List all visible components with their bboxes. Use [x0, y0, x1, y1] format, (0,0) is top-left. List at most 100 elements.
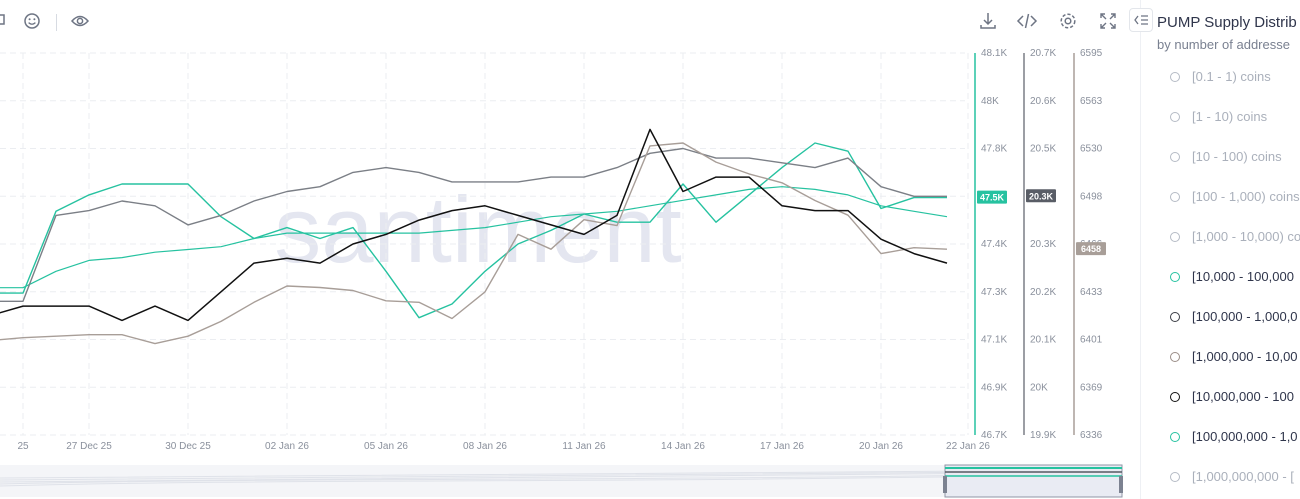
y-tick-label: 6336: [1080, 430, 1103, 441]
navigator-selection: [944, 464, 1123, 498]
x-tick-label: 14 Jan 26: [661, 441, 705, 452]
legend-label: [100,000,000 - 1,0: [1192, 429, 1298, 444]
axis-value-badge: [1076, 242, 1106, 256]
toolbar-divider: [56, 14, 57, 31]
y-tick-label: 20.2K: [1030, 287, 1056, 298]
panel-subtitle: by number of addresse: [1157, 37, 1290, 52]
axis-value-badge-text: 6458: [1081, 244, 1101, 254]
panel-separator: [1140, 0, 1141, 499]
supply-distribution-chart[interactable]: santiment 48.1K48K47.8K47.6K47.4K47.3K47…: [0, 0, 1130, 499]
legend-dot-icon: [1170, 472, 1180, 482]
download-icon[interactable]: [977, 10, 999, 32]
y-tick-label: 6498: [1080, 191, 1103, 202]
y-tick-label: 6595: [1080, 48, 1103, 59]
legend-item[interactable]: [10 - 100) coins: [1141, 138, 1300, 178]
y-tick-label: 6369: [1080, 382, 1103, 393]
legend-dot-icon: [1170, 352, 1180, 362]
y-tick-label: 20.5K: [1030, 144, 1056, 155]
legend-item[interactable]: [100,000 - 1,000,0: [1141, 298, 1300, 338]
navigator-handle-left: [943, 476, 947, 493]
legend-dot-icon: [1170, 272, 1180, 282]
legend-item[interactable]: [1,000 - 10,000) co: [1141, 218, 1300, 258]
navigator-preview-line: [0, 473, 1123, 487]
chart-lines: [0, 128, 948, 345]
x-tick-label: 20 Jan 26: [859, 441, 903, 452]
y-tick-label: 19.9K: [1030, 430, 1056, 441]
collapse-icon: [1134, 15, 1148, 25]
legend-item[interactable]: [1,000,000,000 - [: [1141, 458, 1300, 498]
y-tick-label: 6433: [1080, 287, 1103, 298]
legend-label: [10 - 100) coins: [1192, 149, 1282, 164]
watermark: santiment: [274, 177, 682, 282]
legend-item[interactable]: [0.1 - 1) coins: [1141, 58, 1300, 98]
axis-value-badge-text: 20.3K: [1029, 191, 1054, 201]
x-tick-label: 25: [17, 441, 29, 452]
y-tick-label: 48K: [981, 96, 999, 107]
x-tick-label: 08 Jan 26: [463, 441, 507, 452]
legend-label: [1,000 - 10,000) co: [1192, 229, 1300, 244]
time-navigator[interactable]: [0, 464, 1123, 498]
legend-item[interactable]: [100 - 1,000) coins: [1141, 178, 1300, 218]
x-tick-label: 27 Dec 25: [66, 441, 112, 452]
y-tick-label: 20.7K: [1030, 48, 1056, 59]
legend-label: [0.1 - 1) coins: [1192, 69, 1271, 84]
legend-dot-icon: [1170, 72, 1180, 82]
chat-icon[interactable]: [0, 10, 10, 32]
legend-label: [10,000,000 - 100: [1192, 389, 1294, 404]
x-tick-label: 02 Jan 26: [265, 441, 309, 452]
collapse-panel-button[interactable]: [1129, 8, 1153, 32]
y-tick-label: 47.8K: [981, 144, 1007, 155]
chart-axes: 48.1K48K47.8K47.6K47.4K47.3K47.1K46.9K46…: [974, 48, 1106, 441]
legend-label: [100 - 1,000) coins: [1192, 189, 1300, 204]
y-tick-label: 46.9K: [981, 382, 1007, 393]
navigator-preview-line: [0, 472, 1123, 485]
series-line: [0, 142, 948, 345]
legend-dot-icon: [1170, 232, 1180, 242]
legend-label: [1 - 10) coins: [1192, 109, 1268, 124]
legend-dot-icon: [1170, 152, 1180, 162]
y-tick-label: 6530: [1080, 144, 1103, 155]
emoji-icon[interactable]: [21, 10, 43, 32]
x-tick-label: 22 Jan 26: [946, 441, 990, 452]
y-tick-label: 47.1K: [981, 335, 1007, 346]
y-tick-label: 20.3K: [1030, 239, 1056, 250]
y-tick-label: 20.6K: [1030, 96, 1056, 107]
settings-icon[interactable]: [1057, 10, 1079, 32]
chart-grid: [0, 52, 969, 436]
fullscreen-icon[interactable]: [1097, 10, 1119, 32]
legend-dot-icon: [1170, 392, 1180, 402]
x-tick-label: 11 Jan 26: [562, 441, 606, 452]
legend-label: [10,000 - 100,000: [1192, 269, 1294, 284]
legend-dot-icon: [1170, 192, 1180, 202]
embed-code-icon[interactable]: [1016, 10, 1038, 32]
legend-label: [1,000,000 - 10,00: [1192, 349, 1298, 364]
legend-item[interactable]: [1 - 10) coins: [1141, 98, 1300, 138]
axis-value-badge-text: 47.5K: [980, 193, 1005, 203]
metric-legend: [0.1 - 1) coins [1 - 10) coins [10 - 100) …: [1141, 58, 1300, 498]
y-tick-label: 20.1K: [1030, 335, 1056, 346]
legend-item[interactable]: [10,000,000 - 100: [1141, 378, 1300, 418]
navigator-handle-right: [1119, 476, 1123, 493]
legend-item[interactable]: [10,000 - 100,000: [1141, 258, 1300, 298]
panel-title: PUMP Supply Distrib: [1157, 14, 1297, 31]
y-tick-label: 48.1K: [981, 48, 1007, 59]
y-tick-label: 46.7K: [981, 430, 1007, 441]
metrics-panel: PUMP Supply Distrib by number of address…: [1141, 0, 1300, 499]
series-line: [0, 128, 948, 322]
legend-label: [100,000 - 1,000,0: [1192, 309, 1298, 324]
axis-value-badge: [977, 190, 1007, 204]
x-tick-label: 05 Jan 26: [364, 441, 408, 452]
legend-item[interactable]: [1,000,000 - 10,00: [1141, 338, 1300, 378]
y-tick-label: 6563: [1080, 96, 1103, 107]
y-tick-label: 6401: [1080, 335, 1103, 346]
legend-dot-icon: [1170, 432, 1180, 442]
legend-item[interactable]: [100,000,000 - 1,0: [1141, 418, 1300, 458]
x-tick-label: 30 Dec 25: [165, 441, 211, 452]
x-tick-label: 17 Jan 26: [760, 441, 804, 452]
series-line: [0, 147, 947, 302]
axis-value-badge: [1026, 189, 1056, 203]
x-axis: 25 27 Dec 25 30 Dec 25 02 Jan 26 05 Jan 26 08…: [17, 441, 990, 452]
legend-label: [1,000,000,000 - [: [1192, 469, 1294, 484]
eye-icon[interactable]: [69, 10, 91, 32]
y-tick-label: 47.3K: [981, 287, 1007, 298]
